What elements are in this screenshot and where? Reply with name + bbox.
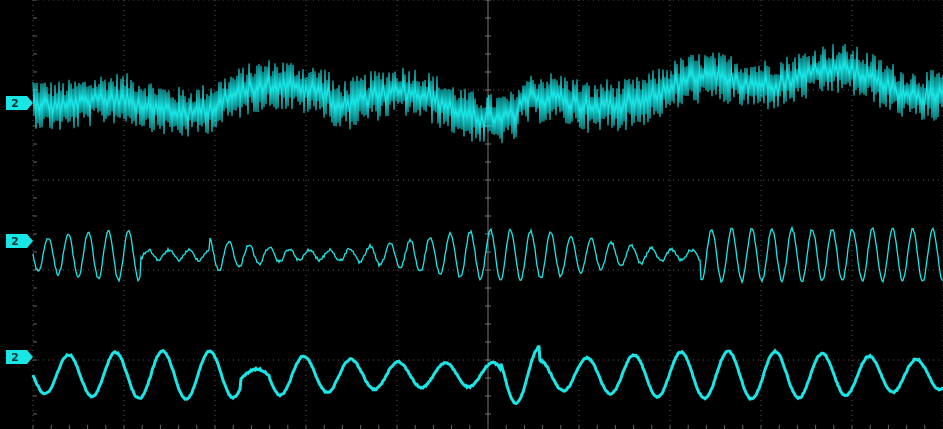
channel-label: 2 — [11, 351, 19, 364]
traces — [31, 44, 943, 406]
channel-label: 2 — [11, 235, 19, 248]
waveform — [32, 225, 943, 285]
channel-label: 2 — [11, 97, 19, 110]
channel-marker — [6, 234, 33, 248]
channel-marker — [6, 350, 33, 364]
channel-marker — [6, 96, 33, 110]
waveform — [31, 345, 943, 406]
waveform — [32, 44, 943, 144]
graticule — [32, 0, 943, 429]
channel-markers: 2 2 2 — [6, 96, 33, 364]
